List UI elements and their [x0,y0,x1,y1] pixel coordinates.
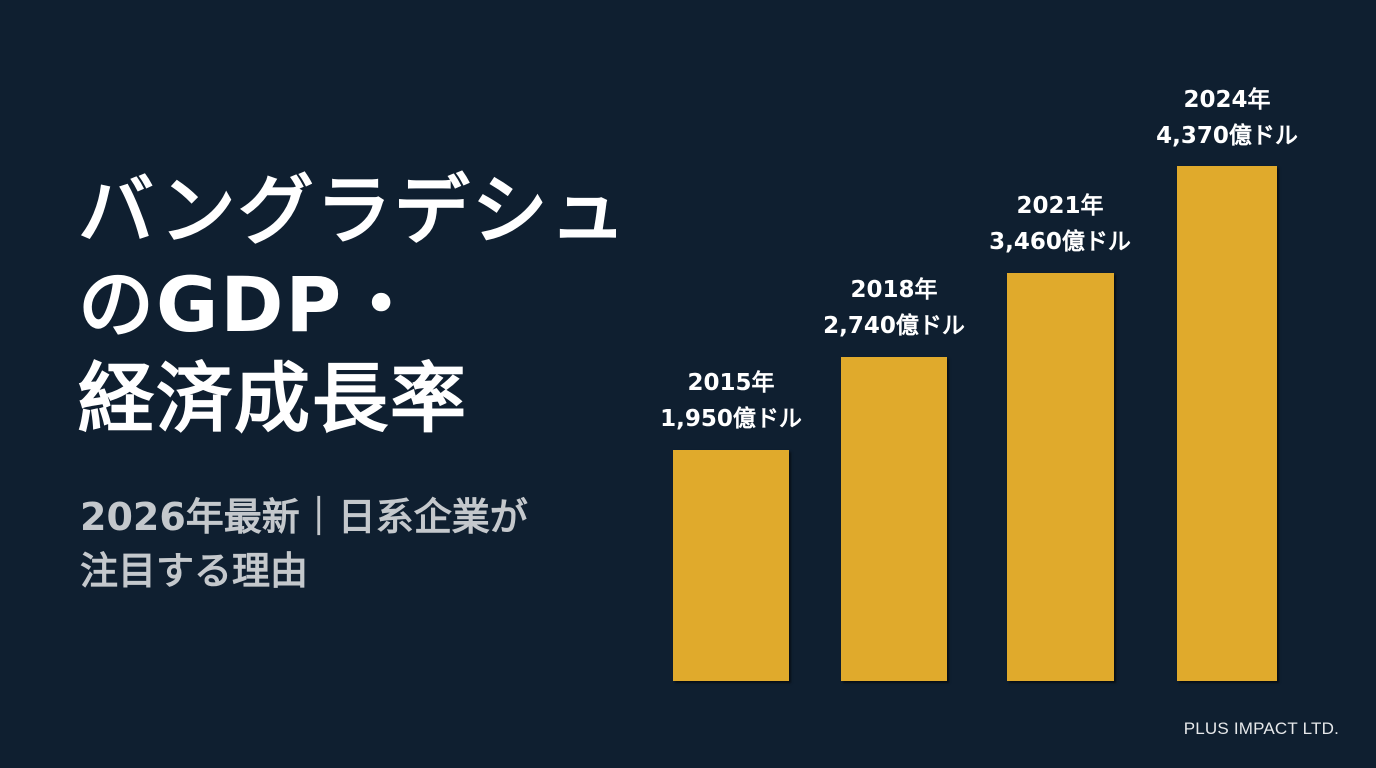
bar-year-label: 2021年 [1016,193,1104,219]
bar-2018 [841,357,947,681]
bar-label-2015: 2015年 1,950億ドル [621,365,841,437]
bar-value-label: 2,740億ドル [823,313,965,339]
subtitle: 2026年最新｜日系企業が 注目する理由 [80,490,528,598]
bar-value-label: 3,460億ドル [989,229,1131,255]
bar-value-label: 1,950億ドル [660,406,802,432]
title-line-2: のGDP・ [78,260,422,349]
page-title: バングラデシュ のGDP・ 経済成長率 [78,164,628,446]
bar-2015 [673,450,789,681]
bar-year-label: 2015年 [687,370,775,396]
title-line-1: バングラデシュ [78,166,628,255]
bar-label-2018: 2018年 2,740億ドル [784,272,1004,344]
title-line-3: 経済成長率 [78,354,468,443]
bar-label-2024: 2024年 4,370億ドル [1117,82,1337,154]
bar-label-2021: 2021年 3,460億ドル [950,188,1170,260]
bar-value-label: 4,370億ドル [1156,123,1298,149]
bar-2024 [1177,166,1277,681]
subtitle-line-1: 2026年最新｜日系企業が [80,495,528,539]
bar-year-label: 2018年 [850,277,938,303]
bar-year-label: 2024年 [1183,87,1271,113]
company-credit: PLUS IMPACT LTD. [1183,719,1339,738]
subtitle-line-2: 注目する理由 [80,549,309,593]
bar-2021 [1007,273,1114,681]
